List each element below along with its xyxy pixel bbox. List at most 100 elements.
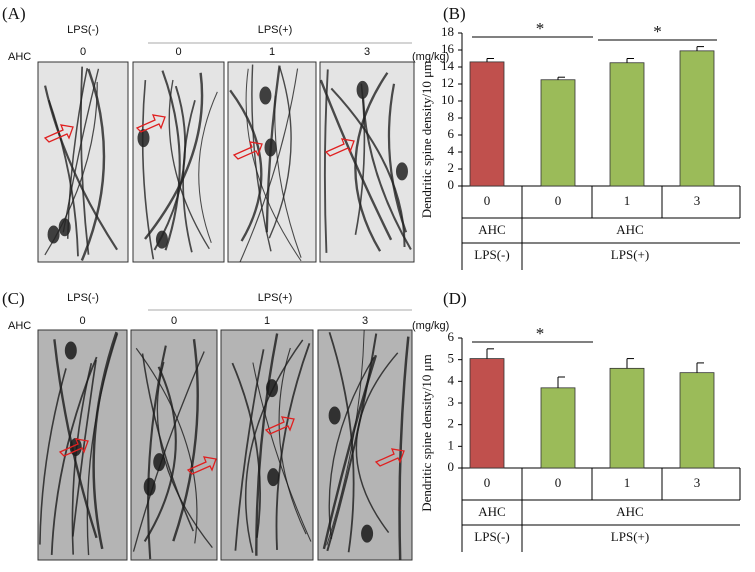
- bar: [609, 367, 645, 469]
- panel-label: (C): [2, 289, 25, 308]
- dendrite: [141, 79, 155, 260]
- dose-title: AHC: [8, 51, 31, 63]
- arrow: [324, 138, 355, 157]
- bar: [540, 79, 576, 187]
- soma: [64, 341, 77, 360]
- y-tick-label: 10: [441, 92, 454, 107]
- dendrite: [48, 99, 79, 257]
- bar: [469, 358, 505, 469]
- group-label: LPS(-): [67, 292, 99, 304]
- significance-mark: *: [536, 19, 545, 38]
- dendrite: [198, 91, 218, 243]
- dendrite: [319, 79, 393, 241]
- soma: [356, 80, 369, 99]
- significance-mark: *: [536, 324, 545, 343]
- soma: [47, 225, 60, 244]
- arrow: [58, 438, 89, 457]
- y-tick-label: 0: [448, 177, 455, 192]
- dose-unit: (mg/kg): [412, 320, 449, 332]
- y-tick-label: 4: [448, 143, 455, 158]
- soma: [264, 138, 277, 157]
- dose-label: 0: [79, 315, 85, 327]
- dendrite: [72, 359, 97, 537]
- error-bar: [486, 58, 494, 62]
- y-tick-label: 4: [448, 372, 455, 387]
- treatment-label: AHC: [478, 222, 505, 237]
- arrow: [374, 448, 405, 467]
- dendrite: [71, 363, 93, 555]
- dendrite: [80, 68, 106, 261]
- x-tick-label: 0: [484, 475, 491, 490]
- treatment-label: AHC: [478, 504, 505, 519]
- y-tick-label: 6: [448, 329, 455, 344]
- treatment-label: AHC: [616, 504, 643, 519]
- dendrite: [229, 89, 263, 242]
- dose-label: 1: [264, 315, 270, 327]
- dose-label: 1: [269, 46, 275, 58]
- micrograph: [220, 329, 314, 561]
- soma: [259, 86, 272, 105]
- dendrite: [172, 339, 199, 542]
- dose-unit: (mg/kg): [412, 51, 449, 63]
- dendrite: [144, 72, 204, 240]
- y-tick-label: 2: [448, 416, 455, 431]
- group-label: LPS(+): [611, 529, 649, 544]
- dendrite: [326, 329, 365, 546]
- arrow: [264, 416, 295, 435]
- dendrite: [231, 362, 261, 538]
- significance-mark: *: [653, 22, 662, 41]
- soma: [153, 453, 166, 472]
- error-bar: [696, 46, 704, 51]
- y-tick-label: 16: [441, 41, 455, 56]
- dendrite: [328, 331, 355, 553]
- dendrite: [323, 69, 329, 253]
- bar: [679, 372, 715, 469]
- error-bar: [557, 76, 565, 80]
- dendrite: [53, 339, 98, 539]
- dose-label: 3: [364, 46, 370, 58]
- error-bar: [696, 362, 704, 373]
- soma: [265, 379, 278, 398]
- x-tick-label: 0: [555, 475, 562, 490]
- y-tick-label: 12: [441, 75, 454, 90]
- dendrite: [141, 353, 194, 532]
- dendrite: [274, 95, 302, 258]
- treatment-label: AHC: [616, 222, 643, 237]
- group-label: LPS(-): [474, 247, 509, 262]
- y-tick-label: 18: [441, 24, 454, 39]
- dose-label: 0: [175, 46, 181, 58]
- dendrite: [328, 356, 375, 539]
- x-tick-label: 1: [624, 475, 631, 490]
- dendrite: [239, 68, 299, 263]
- micrograph: [37, 329, 128, 561]
- x-tick-label: 3: [694, 193, 701, 208]
- soma: [361, 524, 374, 543]
- dendrite: [168, 79, 210, 250]
- panel-label: (B): [443, 4, 466, 23]
- group-label: LPS(+): [258, 292, 293, 304]
- y-tick-label: 0: [448, 459, 455, 474]
- bar: [609, 62, 645, 187]
- dendrite: [92, 331, 118, 550]
- dendrite: [398, 336, 410, 560]
- panel-label: (D): [443, 289, 467, 308]
- bar: [679, 50, 715, 187]
- arrow: [232, 141, 263, 160]
- x-tick-label: 0: [484, 193, 491, 208]
- dendrite: [362, 97, 412, 251]
- dendrite: [275, 343, 311, 550]
- soma: [267, 468, 280, 487]
- bar: [469, 61, 505, 187]
- dendrite: [234, 349, 265, 551]
- y-tick-label: 3: [448, 394, 455, 409]
- group-label: LPS(-): [67, 24, 99, 36]
- dose-label: 0: [171, 315, 177, 327]
- dendrite: [268, 66, 292, 239]
- dendrite: [255, 333, 279, 556]
- dendrite: [135, 347, 198, 544]
- dendrite: [387, 83, 408, 233]
- soma: [143, 477, 156, 496]
- y-tick-label: 1: [448, 437, 455, 452]
- error-bar: [557, 376, 565, 388]
